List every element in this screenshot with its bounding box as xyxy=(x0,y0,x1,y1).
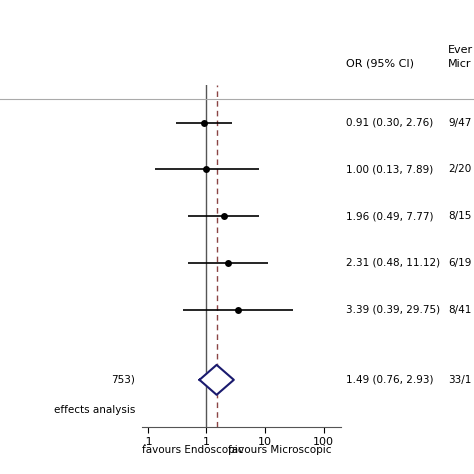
Text: 8/15: 8/15 xyxy=(448,211,471,221)
Text: 8/41: 8/41 xyxy=(448,305,471,315)
Text: effects analysis: effects analysis xyxy=(54,405,135,415)
Text: 9/47: 9/47 xyxy=(448,118,471,128)
Text: 0.91 (0.30, 2.76): 0.91 (0.30, 2.76) xyxy=(346,118,433,128)
Text: Ever: Ever xyxy=(448,45,473,55)
Text: 2.31 (0.48, 11.12): 2.31 (0.48, 11.12) xyxy=(346,258,440,268)
Text: 3.39 (0.39, 29.75): 3.39 (0.39, 29.75) xyxy=(346,305,440,315)
Polygon shape xyxy=(200,365,234,395)
Text: 2/20: 2/20 xyxy=(448,164,471,174)
Text: OR (95% CI): OR (95% CI) xyxy=(346,59,414,69)
Text: 33/1: 33/1 xyxy=(448,375,471,385)
Text: favours Endoscopic: favours Endoscopic xyxy=(142,445,244,456)
Text: favours Microscopic: favours Microscopic xyxy=(228,445,331,456)
Text: 6/19: 6/19 xyxy=(448,258,471,268)
Text: 1.49 (0.76, 2.93): 1.49 (0.76, 2.93) xyxy=(346,375,434,385)
Text: 753): 753) xyxy=(111,375,135,385)
Text: Micr: Micr xyxy=(448,59,472,69)
Text: 1.00 (0.13, 7.89): 1.00 (0.13, 7.89) xyxy=(346,164,433,174)
Text: 1.96 (0.49, 7.77): 1.96 (0.49, 7.77) xyxy=(346,211,434,221)
